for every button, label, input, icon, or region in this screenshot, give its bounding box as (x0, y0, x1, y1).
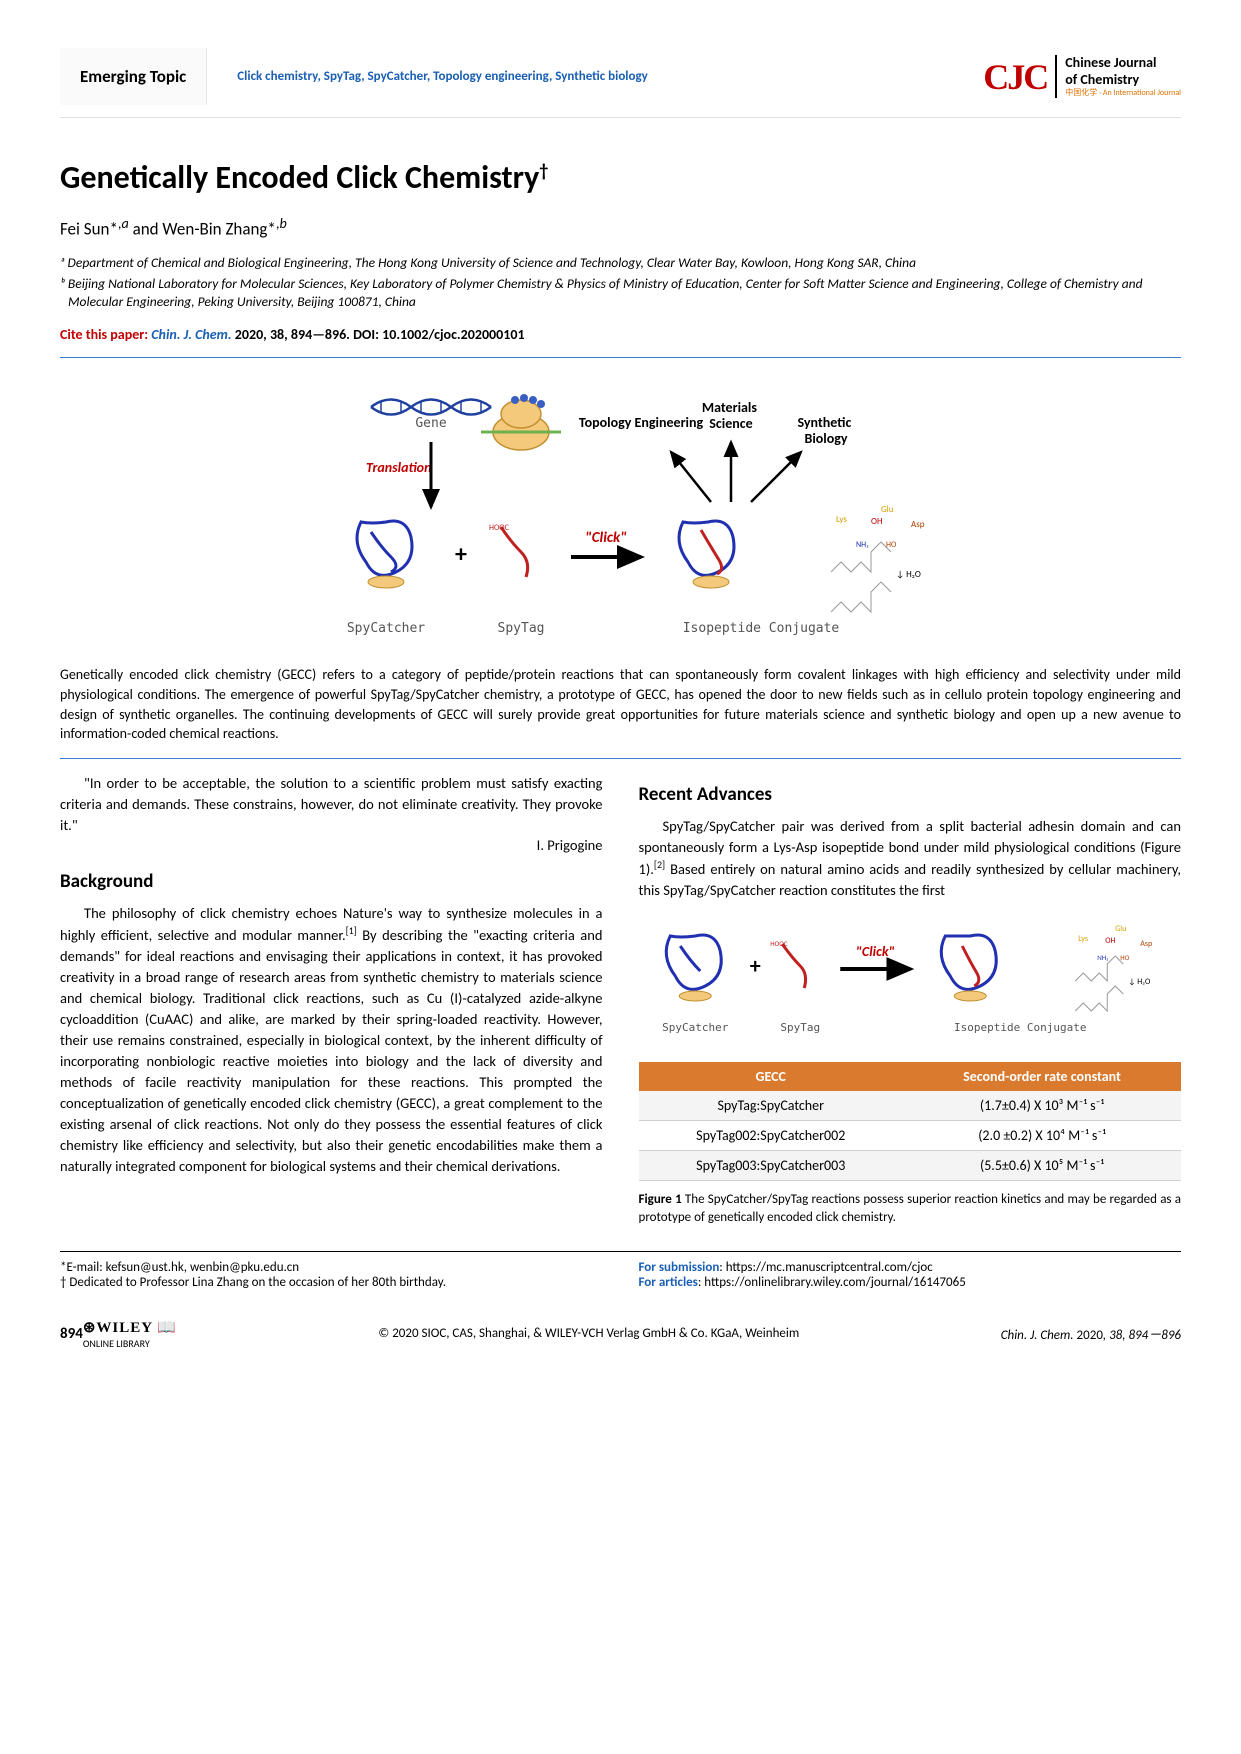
svg-text:Asp: Asp (1140, 939, 1152, 949)
svg-text:SpyCatcher: SpyCatcher (662, 1021, 729, 1034)
cjc-letters: CJC (983, 56, 1047, 98)
epigraph-attribution: I. Prigogine (60, 836, 603, 854)
svg-text:NH₂: NH₂ (1097, 953, 1109, 962)
recent-advances-text: SpyTag/SpyCatcher pair was derived from … (639, 816, 1182, 901)
table-row: SpyTag002:SpyCatcher002 (2.0 ±0.2) X 10⁴… (639, 1120, 1182, 1150)
emerging-topic-label: Emerging Topic (60, 48, 207, 105)
footnotes: *E-mail: kefsun@ust.hk, wenbin@pku.edu.c… (60, 1260, 1181, 1290)
copyright: © 2020 SIOC, CAS, Shanghai, & WILEY-VCH … (177, 1326, 1001, 1341)
ga-diagram: Gene Translation Topology Engin (271, 372, 971, 652)
svg-text:Gene: Gene (415, 416, 446, 431)
svg-text:+: + (455, 540, 467, 569)
ga-caption: Genetically encoded click chemistry (GEC… (60, 665, 1181, 743)
table-header-rate: Second-order rate constant (903, 1062, 1181, 1091)
svg-text:"Click": "Click" (585, 529, 627, 547)
svg-text:SpyTag: SpyTag (780, 1021, 820, 1034)
dedication: † Dedicated to Professor Lina Zhang on t… (60, 1275, 603, 1290)
svg-text:OH: OH (1105, 936, 1115, 946)
svg-text:↓ H₂O: ↓ H₂O (1128, 977, 1151, 987)
page-number: 894 (60, 1325, 83, 1343)
journal-name-line1: Chinese Journal (1065, 55, 1181, 72)
background-heading: Background (60, 870, 603, 893)
citation-line: Cite this paper: Chin. J. Chem. 2020, 38… (60, 326, 1181, 343)
table-row: SpyTag:SpyCatcher (1.7±0.4) X 10³ M⁻¹ s⁻… (639, 1091, 1182, 1121)
svg-text:Isopeptide Conjugate: Isopeptide Conjugate (682, 621, 839, 636)
svg-text:Lys: Lys (1078, 934, 1088, 944)
svg-text:OH: OH (871, 516, 883, 527)
divider (60, 357, 1181, 358)
svg-text:↓ H₂O: ↓ H₂O (896, 569, 921, 580)
background-text: The philosophy of click chemistry echoes… (60, 903, 603, 1177)
header-strip: Emerging Topic Click chemistry, SpyTag, … (60, 48, 1181, 118)
journal-name-line2: of Chemistry (1065, 72, 1181, 89)
keywords: Click chemistry, SpyTag, SpyCatcher, Top… (227, 69, 963, 84)
svg-text:Asp: Asp (911, 519, 925, 530)
svg-text:Lys: Lys (836, 514, 847, 525)
svg-text:Isopeptide Conjugate: Isopeptide Conjugate (954, 1021, 1086, 1034)
affiliation-b: ᵇ Beijing National Laboratory for Molecu… (60, 275, 1181, 313)
figure-1-diagram: SpyCatcher + HOOC SpyTag "Click" Isopept… (639, 901, 1182, 1051)
svg-text:Glu: Glu (1115, 924, 1126, 934)
svg-text:NH₂: NH₂ (856, 540, 869, 550)
table-row: SpyTag003:SpyCatcher003 (5.5±0.6) X 10⁵ … (639, 1150, 1182, 1180)
page-footer: 894 ⊛WILEY 📖 ONLINE LIBRARY © 2020 SIOC,… (60, 1318, 1181, 1350)
svg-text:Synthetic Biology: Synthetic Biology (797, 414, 854, 447)
submission-link[interactable]: For submission: https://mc.manuscriptcen… (639, 1260, 1182, 1275)
svg-text:Glu: Glu (881, 504, 894, 515)
corresponding-email: *E-mail: kefsun@ust.hk, wenbin@pku.edu.c… (60, 1260, 603, 1275)
svg-text:HOOC: HOOC (489, 523, 510, 533)
articles-link[interactable]: For articles: https://onlinelibrary.wile… (639, 1275, 1182, 1290)
svg-text:Materials Science: Materials Science (701, 399, 759, 432)
svg-text:Translation: Translation (366, 459, 431, 476)
journal-reference: Chin. J. Chem. 2020, 38, 894－896 (1001, 1324, 1181, 1343)
left-column: "In order to be acceptable, the solution… (60, 773, 603, 1227)
rate-constant-table: GECC Second-order rate constant SpyTag:S… (639, 1062, 1182, 1181)
recent-advances-heading: Recent Advances (639, 783, 1182, 806)
svg-text:HO: HO (886, 540, 897, 550)
right-column: Recent Advances SpyTag/SpyCatcher pair w… (639, 773, 1182, 1227)
svg-text:HOOC: HOOC (770, 939, 788, 948)
svg-text:SpyCatcher: SpyCatcher (346, 621, 424, 636)
journal-logo: CJC Chinese Journal of Chemistry 中国化学 · … (983, 55, 1181, 98)
svg-text:Topology Engineering: Topology Engineering (578, 414, 703, 431)
article-title: Genetically Encoded Click Chemistry† (60, 158, 1181, 197)
footnote-rule (60, 1251, 1181, 1252)
svg-text:+: + (749, 952, 760, 979)
wiley-logo: ⊛WILEY 📖 ONLINE LIBRARY (83, 1318, 177, 1350)
affiliation-a: ᵃ Department of Chemical and Biological … (60, 254, 1181, 273)
figure-1-caption: Figure 1 The SpyCatcher/SpyTag reactions… (639, 1191, 1182, 1227)
epigraph-quote: "In order to be acceptable, the solution… (60, 773, 603, 836)
divider (60, 758, 1181, 759)
journal-subline: 中国化学 · An International Journal (1065, 89, 1181, 99)
table-header-gecc: GECC (639, 1062, 903, 1091)
svg-text:"Click": "Click" (855, 943, 894, 960)
graphical-abstract: Gene Translation Topology Engin (60, 372, 1181, 743)
svg-text:SpyTag: SpyTag (497, 621, 544, 636)
authors: Fei Sun*,a and Wen-Bin Zhang*,b (60, 215, 1181, 240)
svg-text:HO: HO (1120, 953, 1129, 962)
